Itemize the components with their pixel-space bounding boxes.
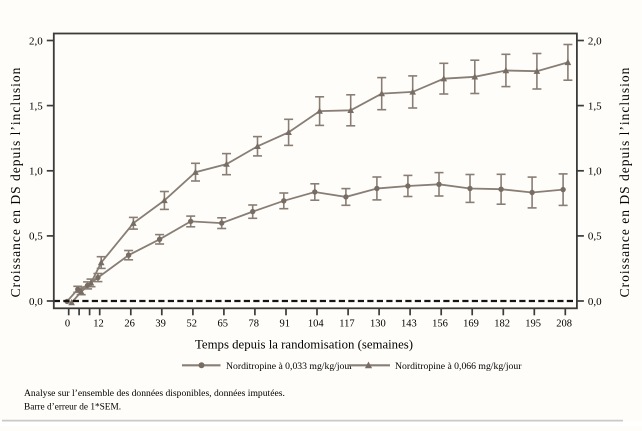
svg-text:195: 195 [525,319,541,330]
svg-text:39: 39 [155,319,166,330]
svg-text:Barre d’erreur de 1*SEM.: Barre d’erreur de 1*SEM. [24,402,121,412]
svg-text:1,5: 1,5 [588,100,602,112]
svg-text:208: 208 [556,319,572,330]
svg-text:52: 52 [186,319,197,330]
svg-text:1,0: 1,0 [588,166,602,178]
svg-text:0,0: 0,0 [588,296,602,308]
svg-text:104: 104 [308,319,325,330]
svg-text:0,0: 0,0 [29,296,43,308]
svg-text:169: 169 [463,319,479,330]
svg-text:65: 65 [217,319,228,330]
svg-text:Croissance en DS depuis l’incl: Croissance en DS depuis l’inclusion [8,67,23,298]
svg-text:12: 12 [93,319,104,330]
svg-text:Temps depuis la randomisation: Temps depuis la randomisation (semaines) [195,338,413,352]
svg-text:2,0: 2,0 [29,35,43,47]
svg-text:Analyse sur l’ensemble des don: Analyse sur l’ensemble des données dispo… [24,388,285,399]
svg-text:0,5: 0,5 [588,231,602,243]
svg-text:91: 91 [280,319,291,330]
svg-text:117: 117 [339,319,354,330]
svg-text:0,5: 0,5 [29,231,43,243]
svg-text:156: 156 [432,319,448,330]
svg-text:130: 130 [370,319,386,330]
svg-text:1,0: 1,0 [29,166,43,178]
svg-text:0: 0 [65,319,70,330]
svg-text:182: 182 [494,319,510,330]
svg-text:1,5: 1,5 [29,100,43,112]
svg-text:26: 26 [124,319,135,330]
svg-text:78: 78 [248,319,259,330]
svg-text:Croissance en DS depuis l’incl: Croissance en DS depuis l’inclusion [617,67,632,298]
svg-text:2,0: 2,0 [588,35,602,47]
svg-text:Norditropine à 0,033 mg/kg/jou: Norditropine à 0,033 mg/kg/jour [226,361,353,372]
svg-text:Norditropine à 0,066 mg/kg/jou: Norditropine à 0,066 mg/kg/jour [395,361,522,372]
svg-text:143: 143 [401,319,417,330]
